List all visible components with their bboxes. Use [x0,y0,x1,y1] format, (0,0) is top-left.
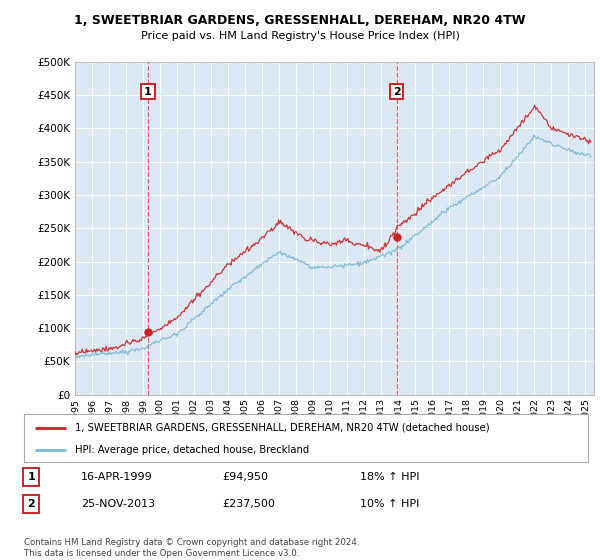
Text: £237,500: £237,500 [222,499,275,509]
Text: 10% ↑ HPI: 10% ↑ HPI [360,499,419,509]
Text: £94,950: £94,950 [222,472,268,482]
Text: 18% ↑ HPI: 18% ↑ HPI [360,472,419,482]
Text: 1, SWEETBRIAR GARDENS, GRESSENHALL, DEREHAM, NR20 4TW: 1, SWEETBRIAR GARDENS, GRESSENHALL, DERE… [74,14,526,27]
Text: 2: 2 [28,499,35,509]
Text: HPI: Average price, detached house, Breckland: HPI: Average price, detached house, Brec… [75,445,309,455]
Text: 25-NOV-2013: 25-NOV-2013 [81,499,155,509]
Text: 1: 1 [144,87,152,96]
Text: Contains HM Land Registry data © Crown copyright and database right 2024.
This d: Contains HM Land Registry data © Crown c… [24,538,359,558]
Text: 1: 1 [28,472,35,482]
Text: 16-APR-1999: 16-APR-1999 [81,472,153,482]
Text: 1, SWEETBRIAR GARDENS, GRESSENHALL, DEREHAM, NR20 4TW (detached house): 1, SWEETBRIAR GARDENS, GRESSENHALL, DERE… [75,423,490,433]
Text: 2: 2 [393,87,400,96]
Text: Price paid vs. HM Land Registry's House Price Index (HPI): Price paid vs. HM Land Registry's House … [140,31,460,41]
